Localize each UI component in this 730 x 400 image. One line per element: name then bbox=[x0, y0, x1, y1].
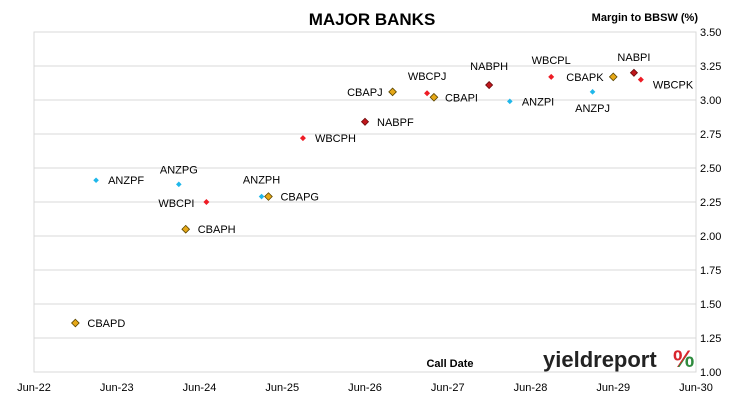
point-label-wbcpl: WBCPL bbox=[532, 55, 571, 67]
y-tick-label: 3.00 bbox=[700, 95, 721, 107]
point-cbapj bbox=[388, 87, 397, 97]
x-tick-labels: Jun-22 Jun-23 Jun-24 Jun-25 Jun-26 Jun-27 Jun-… bbox=[17, 382, 713, 394]
point-label-cbapk: CBAPK bbox=[566, 72, 604, 84]
y-tick-label: 1.75 bbox=[700, 265, 721, 277]
point-label-wbcpi: WBCPI bbox=[158, 198, 194, 210]
point-cbapi bbox=[429, 92, 439, 102]
x-tick-label: Jun-25 bbox=[265, 382, 299, 394]
x-tick-label: Jun-22 bbox=[17, 382, 51, 394]
point-label-cbapj: CBAPJ bbox=[347, 87, 382, 99]
y-tick-labels: 1.00 1.25 1.50 1.75 2.00 2.25 2.50 2.75 3.00 3.25… bbox=[700, 27, 721, 379]
y-tick-label: 3.50 bbox=[700, 27, 721, 39]
x-tick-label: Jun-29 bbox=[596, 382, 630, 394]
x-tick-label: Jun-27 bbox=[431, 382, 465, 394]
yieldreport-logo: yieldreport % bbox=[543, 346, 694, 373]
point-label-cbapd: CBAPD bbox=[87, 318, 125, 330]
y-axis-title: Margin to BBSW (%) bbox=[592, 12, 699, 24]
point-nabpi bbox=[629, 68, 639, 77]
point-label-anzpi: ANZPI bbox=[522, 96, 554, 108]
point-anzph bbox=[258, 193, 265, 200]
point-nabpf bbox=[360, 117, 370, 126]
x-tick-label: Jun-24 bbox=[183, 382, 217, 394]
point-cbaph bbox=[181, 224, 191, 234]
point-label-wbcpk: WBCPK bbox=[653, 80, 694, 92]
y-tick-label: 2.25 bbox=[700, 197, 721, 209]
point-label-nabpf: NABPF bbox=[377, 117, 414, 129]
point-anzpj bbox=[589, 89, 596, 95]
y-tick-label: 2.00 bbox=[700, 231, 721, 243]
y-tick-label: 2.75 bbox=[700, 129, 721, 141]
logo-percent-icon: % bbox=[673, 346, 694, 373]
x-tick-label: Jun-23 bbox=[100, 382, 134, 394]
point-label-cbapg: CBAPG bbox=[280, 192, 319, 204]
point-wbcpi bbox=[203, 199, 210, 205]
y-tick-label: 3.25 bbox=[700, 61, 721, 73]
point-label-nabph: NABPH bbox=[470, 61, 508, 73]
point-wbcpk bbox=[637, 76, 644, 83]
point-label-wbcpj: WBCPJ bbox=[408, 71, 447, 83]
point-cbapg bbox=[264, 192, 273, 201]
point-wbcph bbox=[299, 135, 306, 142]
y-tick-label: 1.00 bbox=[700, 367, 721, 379]
point-label-anzph: ANZPH bbox=[243, 175, 280, 187]
x-tick-label: Jun-28 bbox=[514, 382, 548, 394]
logo-wordmark: yieldreport bbox=[543, 347, 657, 372]
x-tick-label: Jun-26 bbox=[348, 382, 382, 394]
x-axis-title: Call Date bbox=[426, 358, 473, 370]
y-tick-label: 1.25 bbox=[700, 333, 721, 345]
point-anzpg bbox=[176, 181, 182, 188]
chart-title: MAJOR BANKS bbox=[309, 10, 436, 29]
point-wbcpl bbox=[548, 73, 555, 80]
point-anzpi bbox=[507, 98, 513, 105]
point-anzpf bbox=[93, 177, 99, 184]
point-label-anzpg: ANZPG bbox=[160, 164, 198, 176]
y-tick-label: 1.50 bbox=[700, 299, 721, 311]
point-label-anzpf: ANZPF bbox=[108, 175, 144, 187]
point-label-anzpj: ANZPJ bbox=[575, 103, 610, 115]
point-label-cbapi: CBAPI bbox=[445, 92, 478, 104]
point-cbapd bbox=[71, 318, 80, 328]
point-wbcpj bbox=[424, 90, 431, 97]
point-cbapk bbox=[608, 72, 618, 82]
point-nabph bbox=[485, 80, 494, 90]
point-label-nabpi: NABPI bbox=[617, 52, 650, 64]
point-label-wbcph: WBCPH bbox=[315, 133, 356, 145]
x-tick-label: Jun-30 bbox=[679, 382, 713, 394]
gridlines bbox=[34, 31, 696, 373]
y-tick-label: 2.50 bbox=[700, 163, 721, 175]
point-label-cbaph: CBAPH bbox=[198, 224, 236, 236]
